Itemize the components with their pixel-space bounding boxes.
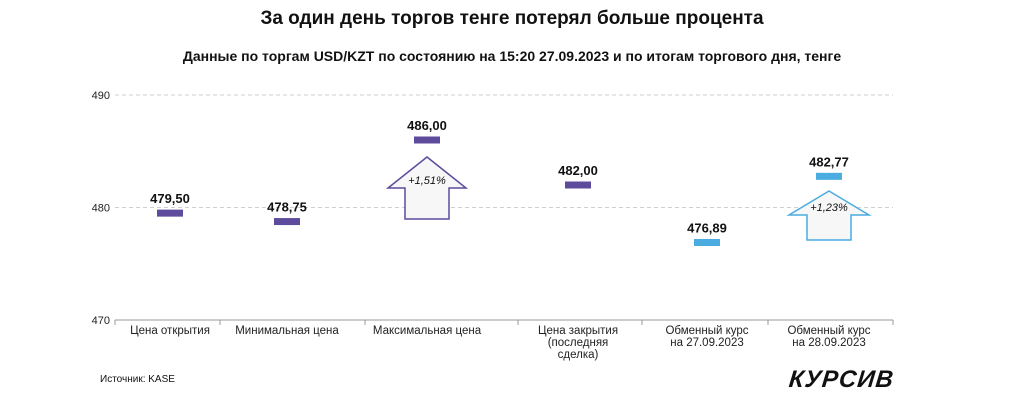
value-label-1: 478,75	[267, 200, 307, 215]
value-label-4: 476,89	[687, 220, 727, 235]
change-arrow-label-0: +1,51%	[408, 175, 446, 187]
value-label-5: 482,77	[809, 154, 849, 169]
value-label-0: 479,50	[150, 191, 190, 206]
category-label-1: Минимальная цена	[235, 325, 339, 337]
source-note: Источник: KASE	[100, 374, 175, 385]
chart-subtitle: Данные по торгам USD/KZT по состоянию на…	[182, 48, 842, 64]
change-arrow-0	[385, 156, 469, 220]
category-label-0: Цена открытия	[130, 325, 210, 337]
category-label-2: Максимальная цена	[373, 325, 482, 337]
category-label-3: Цена закрытия (последняя сделка)	[538, 325, 618, 361]
y-tick-label-480: 480	[92, 203, 110, 215]
value-label-3: 482,00	[558, 163, 598, 178]
value-marker-4	[694, 238, 720, 246]
value-marker-2	[414, 136, 440, 144]
category-label-5: Обменный курс на 28.09.2023	[787, 325, 870, 349]
change-arrow-1	[786, 190, 872, 241]
value-marker-1	[274, 218, 300, 226]
chart-title: За один день торгов тенге потерял больше…	[260, 8, 764, 29]
kursiv-logo: КУРСИВ	[787, 366, 896, 393]
value-label-2: 486,00	[407, 118, 447, 133]
value-marker-0	[157, 209, 183, 217]
y-tick-label-470: 470	[92, 315, 110, 327]
category-label-4: Обменный курс на 27.09.2023	[665, 325, 748, 349]
y-tick-label-490: 490	[92, 90, 110, 102]
value-marker-5	[816, 172, 842, 180]
change-arrow-label-1: +1,23%	[810, 202, 848, 214]
value-marker-3	[565, 181, 591, 189]
